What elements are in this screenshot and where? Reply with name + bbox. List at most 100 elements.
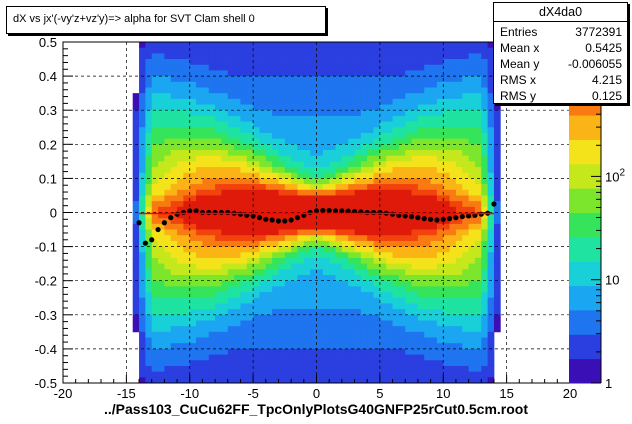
heat-cell (240, 320, 248, 327)
heat-cell (208, 47, 216, 54)
heat-cell (424, 167, 431, 174)
heat-cell (487, 184, 495, 191)
heat-cell (468, 167, 476, 174)
heat-cell (253, 132, 260, 140)
heat-cell (398, 218, 406, 225)
heat-cell (329, 64, 336, 71)
heat-cell (284, 110, 292, 117)
heat-cell (322, 53, 330, 60)
heat-cell (417, 115, 425, 122)
heat-cell (443, 121, 450, 128)
heat-cell (177, 76, 184, 83)
heat-cell (265, 309, 273, 316)
heat-cell (253, 320, 260, 327)
heat-cell (436, 269, 444, 276)
heat-cell (303, 64, 311, 71)
heat-cell (455, 326, 463, 333)
heat-cell (189, 144, 197, 151)
heat-cell (474, 320, 482, 327)
heat-cell (272, 87, 279, 94)
heat-cell (284, 269, 292, 276)
heat-cell (316, 87, 324, 94)
heat-cell (139, 127, 146, 134)
heat-cell (259, 269, 267, 276)
heat-cell (348, 184, 355, 191)
heat-cell (265, 354, 273, 361)
heat-cell (455, 246, 463, 253)
heat-cell (202, 104, 210, 111)
heat-cell (177, 371, 184, 378)
heat-cell (265, 167, 273, 174)
heat-cell (234, 326, 241, 333)
heat-cell (272, 343, 279, 350)
heat-cell (259, 331, 267, 338)
heat-cell (183, 275, 191, 282)
profile-point (345, 208, 351, 214)
heat-cell (284, 70, 292, 77)
heat-cell (265, 42, 273, 49)
heat-cell (284, 303, 292, 310)
heat-cell (291, 303, 298, 310)
heat-cell (196, 121, 203, 128)
heat-cell (240, 286, 248, 293)
heat-cell (487, 223, 495, 230)
heat-cell (392, 326, 400, 333)
heat-cell (151, 81, 159, 88)
profile-point (155, 226, 161, 233)
heat-cell (348, 167, 355, 174)
heat-cell (151, 201, 159, 208)
heat-cell (234, 167, 241, 174)
heat-cell (335, 246, 343, 253)
heat-cell (177, 297, 184, 304)
heat-cell (392, 212, 400, 219)
heat-cell (145, 178, 153, 185)
heat-cell (297, 331, 305, 338)
heat-cell (360, 275, 368, 282)
heat-cell (316, 93, 324, 100)
heat-cell (367, 377, 374, 384)
heat-cell (253, 195, 260, 202)
heat-cell (265, 292, 273, 299)
heat-cell (208, 70, 216, 77)
heat-cell (487, 127, 495, 134)
heat-cell (297, 59, 305, 66)
heat-cell (202, 292, 210, 299)
heat-cell (430, 320, 438, 327)
heat-cell (158, 110, 165, 117)
heat-cell (335, 235, 343, 242)
heat-cell (386, 184, 393, 191)
heat-cell (253, 149, 260, 157)
heat-cell (455, 76, 463, 83)
heat-cell (145, 309, 153, 316)
heat-cell (208, 132, 216, 140)
heat-cell (468, 76, 476, 83)
heat-cell (132, 161, 140, 168)
heat-cell (215, 280, 222, 287)
heat-cell (443, 223, 450, 230)
heat-cell (284, 348, 292, 355)
heat-cell (170, 246, 178, 253)
heat-cell (132, 252, 140, 259)
heat-cell (360, 252, 368, 259)
heat-cell (322, 155, 330, 162)
heat-cell (379, 286, 387, 293)
heat-cell (278, 252, 286, 259)
heat-cell (253, 229, 260, 236)
heat-cell (354, 303, 362, 310)
heat-cell (139, 252, 146, 259)
heat-cell (386, 115, 393, 122)
heat-cell (234, 292, 241, 299)
heat-cell (297, 98, 305, 105)
heat-cell (487, 303, 495, 310)
heat-cell (481, 326, 489, 333)
heat-cell (132, 223, 140, 230)
heat-cell (145, 161, 153, 168)
heatmap (132, 42, 501, 384)
heat-cell (177, 286, 184, 293)
heat-cell (424, 93, 431, 100)
heat-cell (177, 47, 184, 54)
heat-cell (405, 184, 412, 191)
heat-cell (392, 286, 400, 293)
heat-cell (221, 309, 229, 316)
heat-cell (430, 115, 438, 122)
